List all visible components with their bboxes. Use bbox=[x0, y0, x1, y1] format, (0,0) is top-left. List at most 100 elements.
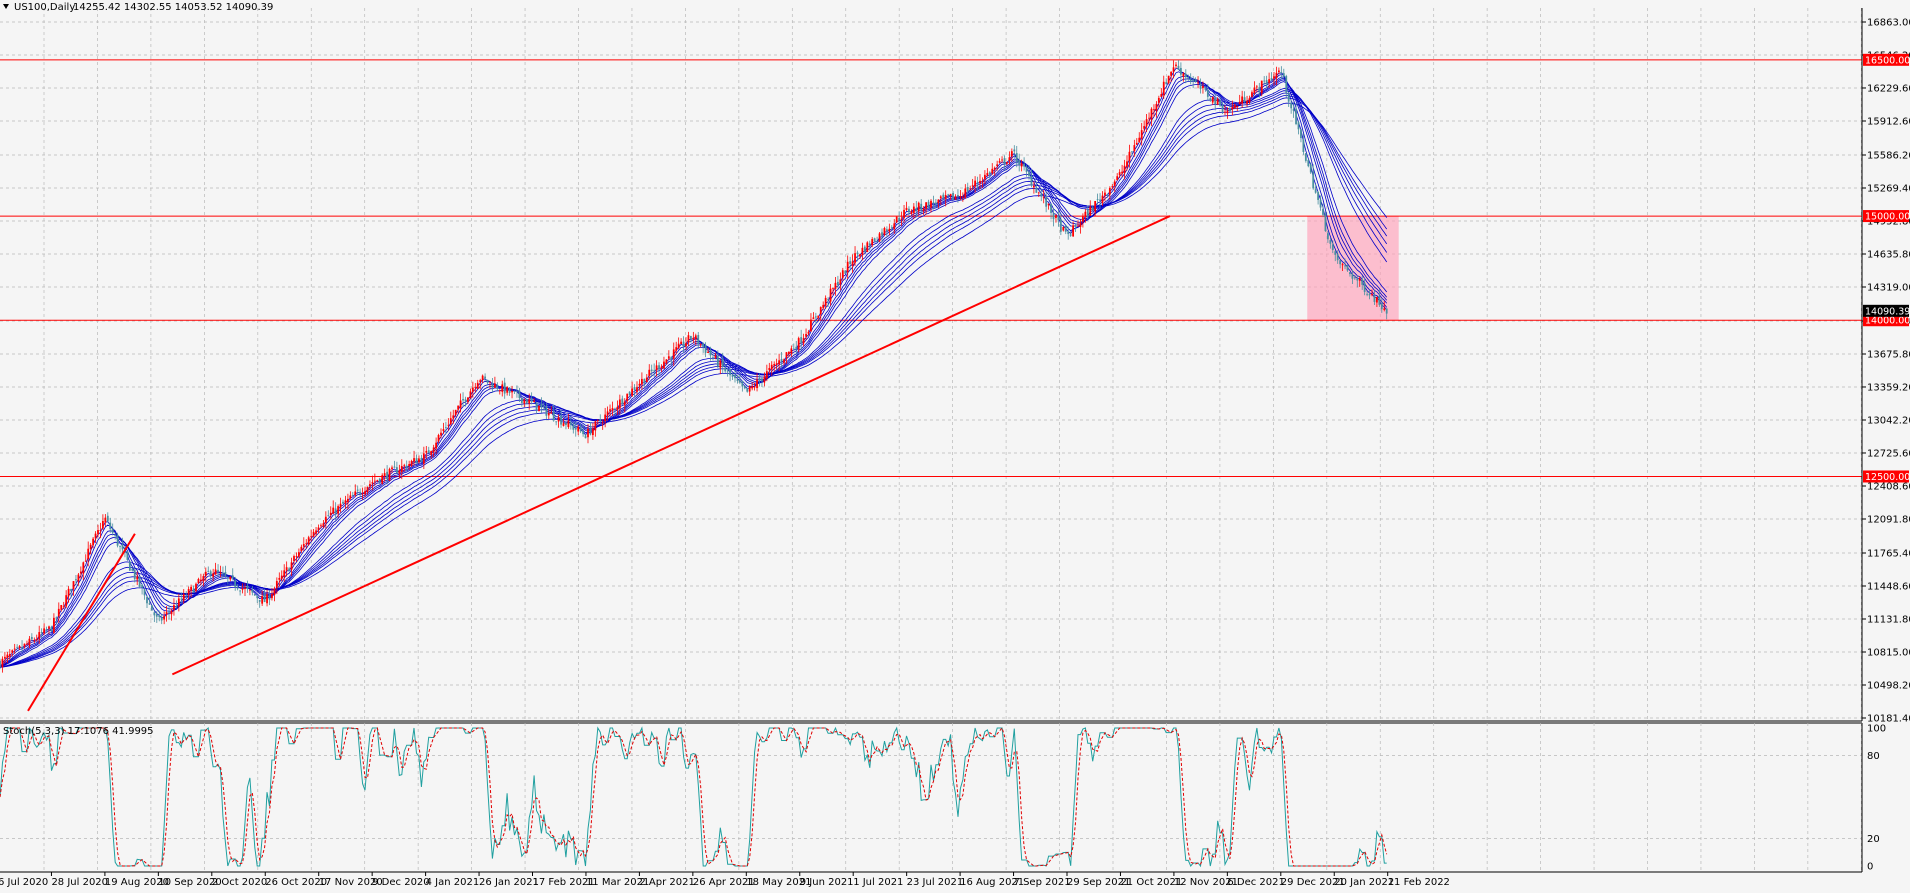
menu-triangle-icon[interactable] bbox=[3, 4, 9, 9]
candle-body bbox=[971, 185, 974, 187]
stochastic-panel[interactable]: 100 80 20 0 Stoch(5,3,3) 17.1076 41.9995 bbox=[0, 723, 1886, 873]
candle-body bbox=[92, 538, 94, 546]
date-tick-label: 7 Sep 2021 bbox=[1014, 877, 1071, 888]
stoch-tick-label: 0 bbox=[1867, 862, 1873, 873]
candle-body bbox=[511, 390, 513, 393]
candle-body bbox=[922, 208, 925, 211]
candle-body bbox=[1057, 215, 1060, 221]
candle-body bbox=[837, 281, 839, 286]
trendline[interactable] bbox=[27, 533, 136, 712]
candle-body bbox=[1047, 203, 1050, 206]
candle-body bbox=[1015, 153, 1018, 163]
candle-body bbox=[569, 422, 572, 426]
candle-body bbox=[1028, 172, 1030, 176]
candle-body bbox=[1353, 277, 1356, 279]
candle-body bbox=[604, 414, 607, 422]
candle-body bbox=[599, 419, 602, 422]
candle-body bbox=[562, 423, 565, 426]
candle-body bbox=[890, 227, 893, 229]
candle-body bbox=[361, 493, 364, 495]
current-price-tag bbox=[1863, 304, 1909, 317]
candle-body bbox=[153, 612, 156, 616]
candle-body bbox=[1175, 64, 1177, 66]
candle-body bbox=[957, 194, 959, 197]
candle-body bbox=[788, 351, 790, 355]
price-panel[interactable]: 16863.0016546.2016229.6015912.6015586.20… bbox=[0, 8, 1910, 725]
candle-body bbox=[99, 530, 102, 531]
candle-body bbox=[288, 568, 290, 571]
candle-body bbox=[1304, 153, 1307, 161]
trendline[interactable] bbox=[171, 215, 1171, 676]
candle-body bbox=[1089, 206, 1092, 216]
candle-body bbox=[310, 535, 313, 537]
candle-body bbox=[1371, 294, 1373, 296]
candle-body bbox=[633, 387, 636, 390]
candle-body bbox=[729, 368, 731, 376]
candle-body bbox=[1140, 130, 1143, 139]
candle-body bbox=[927, 201, 930, 209]
candle-body bbox=[1273, 76, 1275, 79]
candle-body bbox=[494, 383, 496, 388]
date-tick-label: 17 Feb 2021 bbox=[533, 877, 595, 888]
candle-body bbox=[716, 355, 719, 367]
candle-body bbox=[1251, 92, 1253, 97]
candle-body bbox=[263, 594, 266, 603]
candle-body bbox=[609, 409, 611, 412]
candle-body bbox=[413, 458, 415, 462]
date-tick-label: 1 Jul 2021 bbox=[853, 877, 903, 888]
candle-body bbox=[618, 399, 621, 409]
candle-body bbox=[293, 556, 295, 562]
candle-body bbox=[844, 270, 847, 274]
candle-body bbox=[714, 355, 717, 358]
candle-body bbox=[378, 478, 381, 483]
candle-body bbox=[797, 338, 800, 350]
candle-body bbox=[4, 656, 6, 659]
date-tick-label: 26 Jan 2021 bbox=[479, 877, 539, 888]
candle-body bbox=[219, 572, 222, 574]
candle-body bbox=[432, 447, 435, 453]
candle-body bbox=[1324, 213, 1327, 232]
candle-body bbox=[334, 508, 337, 514]
candle-body bbox=[1059, 218, 1062, 232]
candle-body bbox=[251, 589, 254, 593]
candle-body bbox=[87, 548, 90, 560]
candle-body bbox=[1280, 72, 1283, 73]
candle-body bbox=[185, 595, 188, 597]
candle-body bbox=[491, 383, 494, 388]
candle-body bbox=[947, 194, 950, 196]
ma-line bbox=[0, 92, 1388, 668]
price-tick-label: 14319.00 bbox=[1867, 283, 1910, 294]
candle-body bbox=[932, 202, 935, 204]
candle-body bbox=[1001, 159, 1003, 161]
candle-body bbox=[79, 571, 82, 574]
candle-body bbox=[1072, 225, 1074, 237]
candle-body bbox=[425, 450, 428, 453]
candle-body bbox=[954, 196, 957, 200]
candle-body bbox=[577, 426, 580, 432]
candle-body bbox=[427, 450, 430, 454]
candle-body bbox=[641, 378, 643, 385]
candle-body bbox=[1319, 199, 1322, 208]
candle-body bbox=[739, 380, 741, 383]
candle-body bbox=[743, 385, 746, 389]
candle-body bbox=[611, 408, 614, 411]
stoch-lines bbox=[0, 726, 1388, 868]
candle-body bbox=[832, 287, 834, 289]
candle-body bbox=[690, 336, 692, 339]
level-tag bbox=[1863, 470, 1909, 483]
candle-body bbox=[53, 617, 55, 633]
date-tick-label: 6 Jul 2020 bbox=[0, 877, 48, 888]
candle-body bbox=[347, 498, 349, 503]
candle-body bbox=[528, 399, 531, 404]
candle-body bbox=[60, 605, 63, 610]
candle-body bbox=[1111, 186, 1114, 187]
candle-body bbox=[1023, 163, 1025, 167]
candle-body bbox=[1226, 110, 1229, 114]
level-tag bbox=[1863, 314, 1909, 327]
candle-body bbox=[658, 365, 660, 370]
candle-body bbox=[1133, 145, 1136, 151]
candle-body bbox=[993, 167, 996, 170]
candle-body bbox=[930, 200, 932, 208]
candle-body bbox=[915, 207, 918, 211]
